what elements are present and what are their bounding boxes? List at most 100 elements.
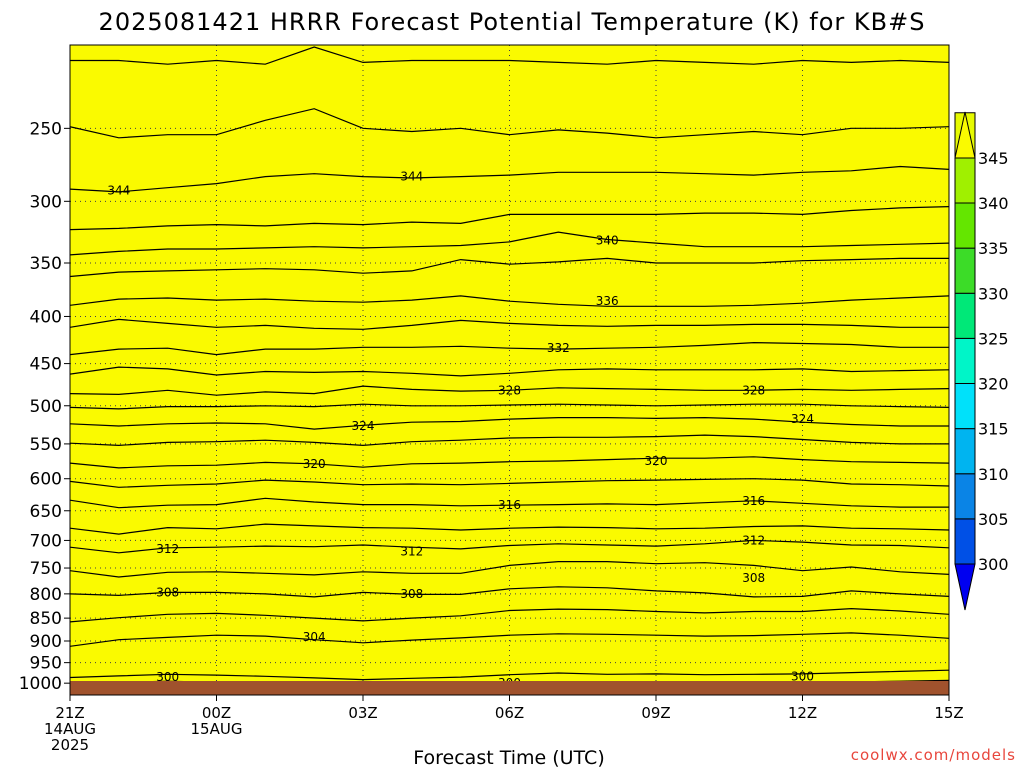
isentrope-326 — [70, 403, 949, 410]
isentrope-330 — [70, 366, 949, 377]
x-tick-label: 2025 — [51, 736, 89, 754]
colorbar-tick-label: 305 — [978, 510, 1009, 529]
contour-label: 312 — [400, 545, 423, 559]
y-tick-label: 500 — [30, 397, 62, 417]
contour-label: 312 — [742, 533, 765, 547]
x-tick-label: 09Z — [641, 704, 670, 722]
contour-label: 316 — [498, 498, 521, 512]
y-tick-label: 900 — [30, 632, 62, 652]
isentrope-340 — [70, 231, 949, 256]
x-tick-label: 06Z — [495, 704, 524, 722]
isentrope-308 — [70, 586, 949, 598]
isentrope-328 — [70, 385, 949, 396]
contour-label: 308 — [742, 571, 765, 585]
x-tick-label: 03Z — [348, 704, 377, 722]
isentrope-304 — [70, 632, 949, 647]
contour-label: 300 — [156, 670, 179, 684]
contour-label: 344 — [400, 170, 423, 184]
contour-label: 324 — [791, 412, 814, 426]
x-axis-title: Forecast Time (UTC) — [413, 747, 604, 768]
chart-title: 2025081421 HRRR Forecast Potential Tempe… — [99, 8, 926, 36]
y-tick-label: 600 — [30, 470, 62, 490]
y-tick-label: 1000 — [19, 674, 62, 694]
y-tick-label: 950 — [30, 654, 62, 674]
colorbar-swatch — [954, 111, 976, 159]
isentrope-336 — [70, 295, 949, 307]
contour-label: 308 — [400, 587, 423, 601]
colorbar-swatch — [954, 157, 976, 204]
y-tick-label: 400 — [30, 307, 62, 327]
isentrope-348 — [70, 46, 949, 65]
y-tick-label: 450 — [30, 355, 62, 375]
isentrope-318 — [70, 478, 949, 488]
contour-label: 300 — [791, 670, 814, 684]
colorbar-swatch — [954, 428, 976, 475]
y-tick-label: 250 — [30, 119, 62, 139]
contour-label: 316 — [742, 494, 765, 508]
y-tick-label: 800 — [30, 585, 62, 605]
colorbar-tick-label: 310 — [978, 465, 1009, 484]
colorbar-swatch — [954, 563, 976, 611]
y-tick-label: 700 — [30, 531, 62, 551]
colorbar-tick-label: 335 — [978, 239, 1009, 258]
colorbar-swatch — [954, 292, 976, 339]
y-tick-label: 650 — [30, 502, 62, 522]
colorbar-tick-label: 300 — [978, 555, 1009, 574]
plot-area: 344 344 340 336 332 328 328 324 324 320 320 316 316 3… — [70, 45, 949, 695]
contour-label: 320 — [645, 454, 668, 468]
colorbar-swatch — [954, 383, 976, 430]
site-credit: coolwx.com/models — [851, 746, 1016, 764]
isentrope-346 — [70, 108, 949, 139]
colorbar-tick-label: 315 — [978, 420, 1009, 439]
isentrope-322 — [70, 434, 949, 447]
y-axis: 250 300 350 400 450 500 550 600 650 700 750 800 850 9… — [19, 119, 70, 694]
x-tick-label: 12Z — [788, 704, 817, 722]
colorbar-tick-label: 345 — [978, 149, 1009, 168]
contour-labels: 344 344 340 336 332 328 328 324 324 320 320 316 316 3… — [107, 170, 814, 691]
contour-label: 344 — [107, 183, 130, 197]
contour-lines — [70, 46, 949, 688]
colorbar-swatch — [954, 473, 976, 520]
contour-label: 308 — [156, 585, 179, 599]
colorbar-tick-label: 330 — [978, 284, 1009, 303]
y-tick-label: 350 — [30, 254, 62, 274]
contour-label: 336 — [596, 294, 619, 308]
colorbar-tick-label: 325 — [978, 329, 1009, 348]
colorbar-swatch — [954, 202, 976, 249]
isentrope-310 — [70, 561, 949, 578]
colorbar-swatch — [954, 337, 976, 384]
isentrope-332 — [70, 341, 949, 356]
isentrope-306 — [70, 607, 949, 623]
y-tick-label: 300 — [30, 192, 62, 212]
isentrope-324 — [70, 416, 949, 430]
contour-label: 340 — [596, 234, 619, 248]
y-tick-label: 750 — [30, 559, 62, 579]
isentrope-312 — [70, 539, 949, 554]
contour-label: 328 — [498, 383, 521, 397]
contour-label: 304 — [303, 630, 326, 644]
x-tick-label: 21Z — [55, 704, 84, 722]
x-tick-label: 14AUG — [44, 720, 96, 738]
colorbar-tick-label: 340 — [978, 194, 1009, 213]
isentrope-302 — [70, 669, 949, 681]
colorbar-swatch — [954, 247, 976, 294]
isentrope-334 — [70, 318, 949, 330]
contour-label: 328 — [742, 383, 765, 397]
y-tick-label: 550 — [30, 435, 62, 455]
contour-label: 332 — [547, 341, 570, 355]
x-tick-label: 15Z — [934, 704, 963, 722]
colorbar: 300 305 310 315 320 325 330 335 340 345 — [954, 111, 1009, 611]
isentrope-344 — [70, 165, 949, 193]
contour-label: 324 — [352, 419, 375, 433]
isentrope-314 — [70, 523, 949, 535]
colorbar-tick-label: 320 — [978, 375, 1009, 394]
x-tick-label: 15AUG — [191, 720, 243, 738]
isentrope-338 — [70, 257, 949, 278]
contour-label: 312 — [156, 542, 179, 556]
colorbar-swatch — [954, 518, 976, 565]
isentrope-320 — [70, 456, 949, 469]
contour-label: 320 — [303, 457, 326, 471]
isentrope-316 — [70, 497, 949, 509]
